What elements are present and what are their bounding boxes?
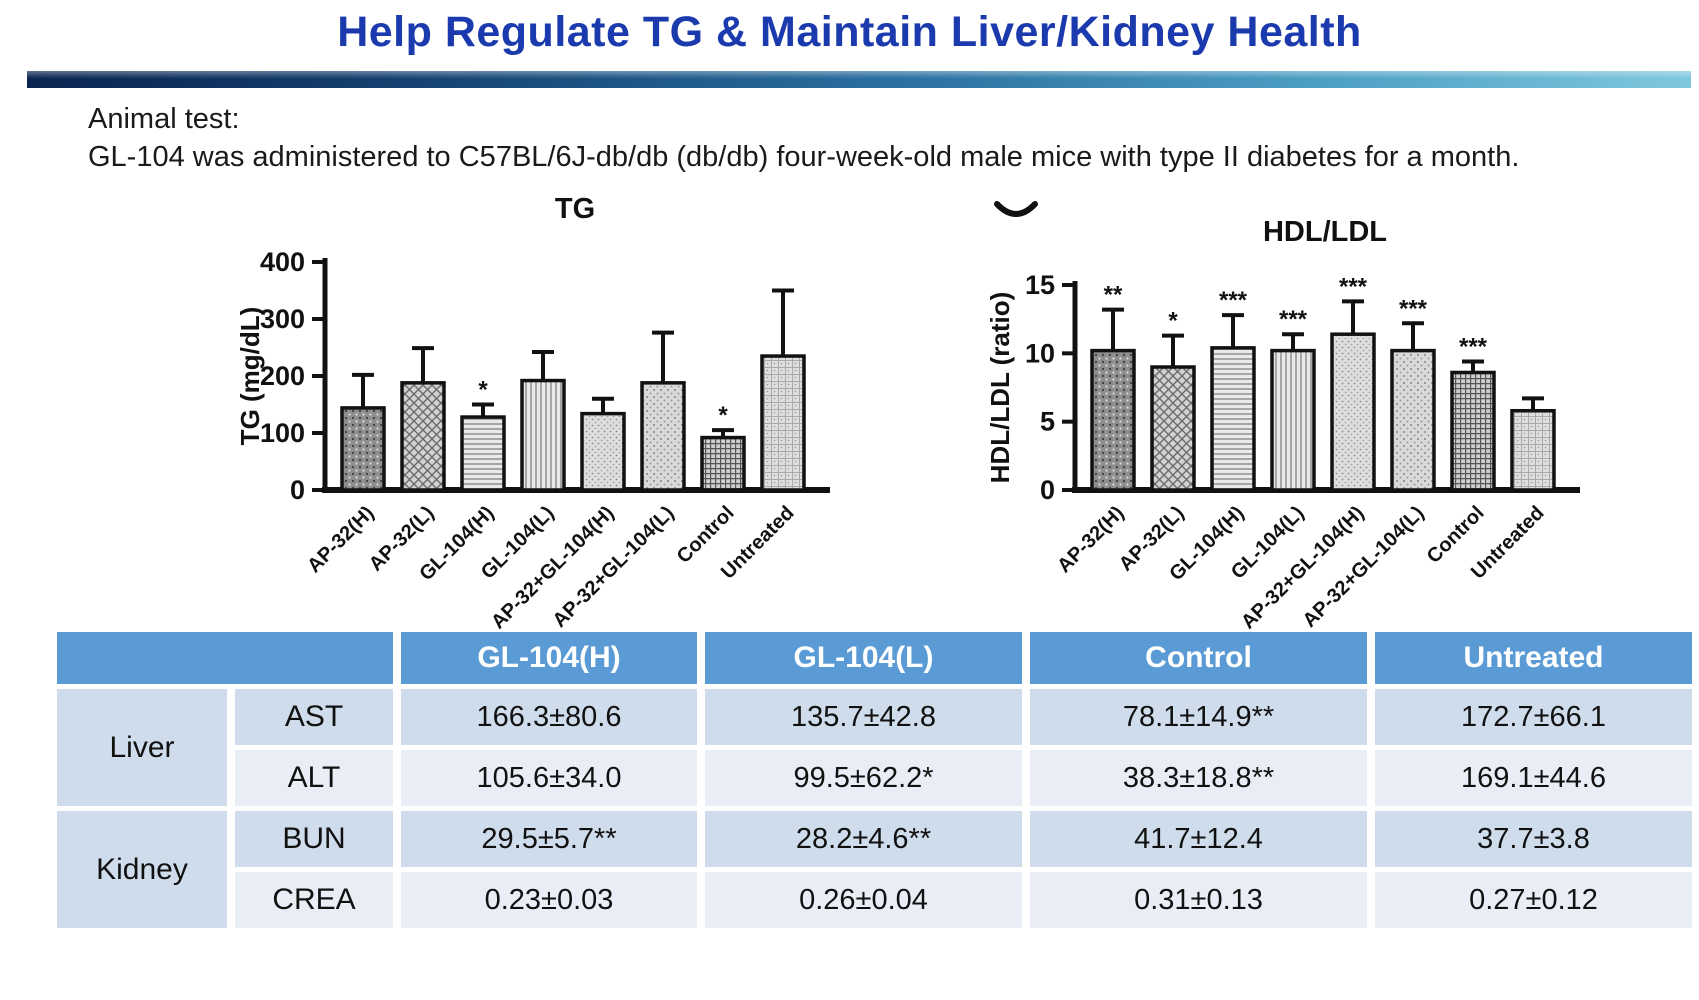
table-group-kidney: Kidney [57,811,227,928]
svg-text:HDL/LDL (ratio): HDL/LDL (ratio) [985,292,1015,484]
table-rowlabel-alt: ALT [235,750,393,806]
svg-text:***: *** [1459,334,1488,361]
svg-text:TG (mg/dL): TG (mg/dL) [235,307,265,446]
svg-text:15: 15 [1025,270,1055,300]
svg-text:**: ** [1104,282,1123,309]
table-group-liver: Liver [57,689,227,806]
cell-bun-gl104h: 29.5±5.7** [401,811,697,867]
svg-text:200: 200 [260,361,305,391]
cell-alt-control: 38.3±18.8** [1030,750,1367,806]
cell-crea-gl104h: 0.23±0.03 [401,872,697,928]
cell-bun-control: 41.7±12.4 [1030,811,1367,867]
svg-text:0: 0 [1040,475,1055,505]
svg-text:*: * [718,402,728,429]
svg-text:400: 400 [260,247,305,277]
cell-bun-untreated: 37.7±3.8 [1375,811,1692,867]
table-rowlabel-bun: BUN [235,811,393,867]
svg-text:***: *** [1219,287,1248,314]
cell-ast-control: 78.1±14.9** [1030,689,1367,745]
table-header-gl104h: GL-104(H) [401,632,697,684]
cell-crea-gl104l: 0.26±0.04 [705,872,1022,928]
table-header-blank [57,632,393,684]
svg-text:***: *** [1399,295,1428,322]
svg-text:*: * [1168,308,1178,335]
svg-text:5: 5 [1040,407,1055,437]
page-title: Help Regulate TG & Maintain Liver/Kidney… [337,8,1362,56]
title-divider-bar [27,71,1691,88]
cell-ast-untreated: 172.7±66.1 [1375,689,1692,745]
svg-text:AP-32(H): AP-32(H) [303,502,378,577]
cell-bun-gl104l: 28.2±4.6** [705,811,1022,867]
intro-text-block: Animal test: GL-104 was administered to … [88,100,1668,176]
svg-text:0: 0 [290,475,305,505]
intro-line-1: Animal test: [88,103,240,135]
cell-alt-gl104h: 105.6±34.0 [401,750,697,806]
svg-text:*: * [478,377,488,404]
svg-text:100: 100 [260,418,305,448]
table-header-untreated: Untreated [1375,632,1692,684]
svg-text:10: 10 [1025,338,1055,368]
svg-text:300: 300 [260,304,305,334]
cell-alt-gl104l: 99.5±62.2* [705,750,1022,806]
table-rowlabel-crea: CREA [235,872,393,928]
table-header-control: Control [1030,632,1367,684]
table-header-gl104l: GL-104(L) [705,632,1022,684]
cell-crea-control: 0.31±0.13 [1030,872,1367,928]
cropped-panel-letter-mark [993,200,1039,222]
table-rowlabel-ast: AST [235,689,393,745]
results-table: GL-104(H) GL-104(L) Control Untreated Li… [57,632,1692,928]
svg-text:TG: TG [555,193,595,225]
svg-text:HDL/LDL: HDL/LDL [1263,216,1387,248]
svg-text:***: *** [1339,273,1368,300]
intro-line-2: GL-104 was administered to C57BL/6J-db/d… [88,141,1520,173]
cell-ast-gl104l: 135.7±42.8 [705,689,1022,745]
svg-text:***: *** [1279,306,1308,333]
cell-crea-untreated: 0.27±0.12 [1375,872,1692,928]
cell-alt-untreated: 169.1±44.6 [1375,750,1692,806]
svg-text:AP-32(H): AP-32(H) [1053,502,1128,577]
cell-ast-gl104h: 166.3±80.6 [401,689,697,745]
